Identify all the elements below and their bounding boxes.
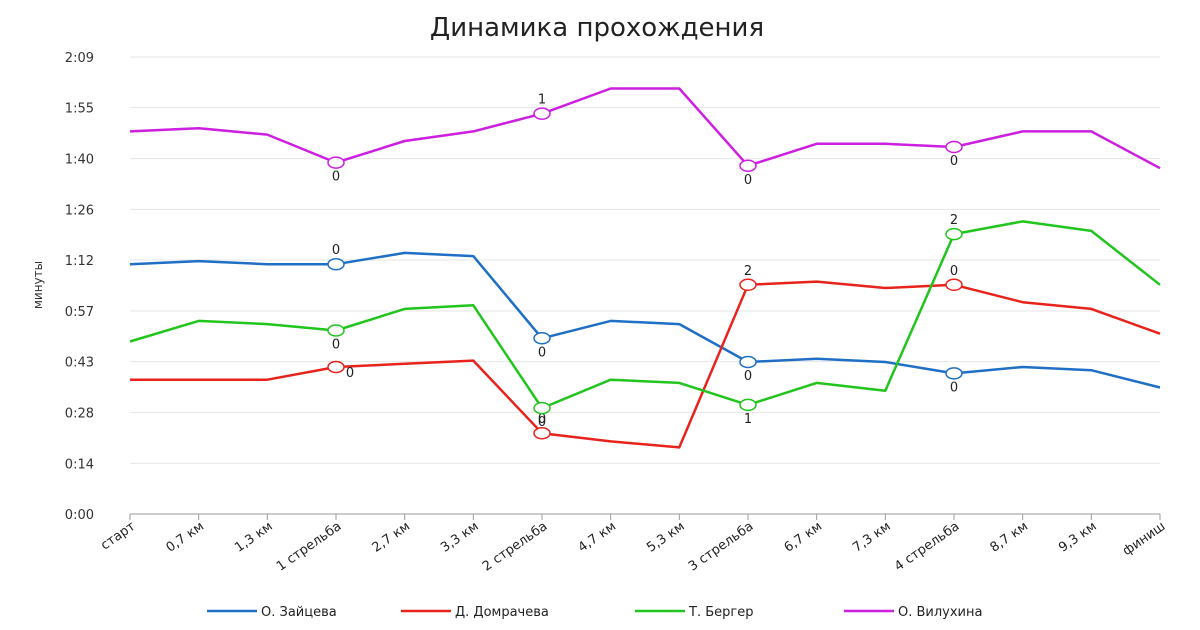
legend-label: О. Зайцева bbox=[261, 605, 337, 620]
legend-label: О. Вилухина bbox=[898, 605, 982, 620]
x-axis: старт 0,7 км 1,3 км1 стрельба 2,7 км 3,3 км2… bbox=[98, 514, 1168, 574]
x-tick-label: 2,7 км bbox=[370, 519, 413, 556]
data-point-marker bbox=[739, 398, 757, 412]
x-tick-label: 4 стрельба bbox=[892, 519, 962, 574]
data-label: 0 bbox=[744, 369, 752, 384]
x-tick-label: 5,3 км bbox=[644, 519, 687, 556]
legend-label: Т. Бергер bbox=[688, 605, 753, 620]
x-tick-label: 8,7 км bbox=[988, 519, 1031, 556]
data-point-marker bbox=[327, 156, 345, 169]
data-point-marker bbox=[533, 107, 551, 120]
data-point-marker bbox=[533, 426, 551, 440]
data-point-marker bbox=[739, 159, 757, 173]
x-tick-label: 9,3 км bbox=[1056, 519, 1099, 556]
chart-title: Динамика прохождения bbox=[430, 13, 764, 43]
data-label: 0 bbox=[538, 415, 546, 430]
x-tick-label: 3 стрельба bbox=[686, 519, 756, 574]
y-tick-label: 0:14 bbox=[65, 457, 94, 472]
x-tick-label: 6,7 км bbox=[782, 519, 825, 556]
y-tick-label: 1:40 bbox=[65, 153, 94, 168]
y-tick-label: 1:12 bbox=[65, 254, 94, 269]
y-tick-label: 0:43 bbox=[65, 356, 94, 371]
x-tick-label: старт bbox=[98, 519, 139, 554]
data-point-marker bbox=[327, 360, 345, 374]
series-lines bbox=[129, 87, 1161, 449]
data-label: 0 bbox=[332, 170, 340, 185]
data-label: 2 bbox=[744, 264, 752, 279]
x-tick-label: 7,3 км bbox=[850, 519, 893, 556]
legend-label: Д. Домрачева bbox=[455, 605, 549, 620]
y-tick-label: 1:26 bbox=[65, 203, 94, 218]
y-tick-label: 0:00 bbox=[65, 508, 94, 523]
data-point-marker bbox=[533, 401, 551, 415]
series-line bbox=[129, 220, 1161, 410]
data-label: 0 bbox=[950, 264, 958, 279]
data-point-marker bbox=[945, 140, 963, 154]
data-point-marker bbox=[739, 355, 757, 369]
y-tick-label: 0:57 bbox=[65, 305, 94, 320]
y-tick-label: 0:28 bbox=[65, 406, 94, 421]
legend: О. Зайцева Д. Домрачева Т. Бергер О. Вилухи… bbox=[207, 605, 982, 620]
data-label: 0 bbox=[950, 380, 958, 395]
data-label: 2 bbox=[950, 213, 958, 228]
y-tick-label: 2:09 bbox=[65, 51, 94, 66]
x-tick-label: 4,7 км bbox=[576, 519, 619, 556]
data-label: 0 bbox=[538, 345, 546, 360]
x-tick-label: 2 стрельба bbox=[480, 519, 550, 574]
data-label: 0 bbox=[332, 337, 340, 352]
data-point-marker bbox=[945, 278, 963, 292]
x-tick-label: 1,3 км bbox=[232, 519, 275, 556]
y-tick-label: 1:55 bbox=[65, 102, 94, 117]
data-point-marker bbox=[533, 332, 551, 345]
x-tick-label: 3,3 км bbox=[438, 519, 481, 556]
series-line bbox=[129, 87, 1161, 170]
data-label: 0 bbox=[950, 154, 958, 169]
data-label: 0 bbox=[346, 366, 354, 381]
data-label: 0 bbox=[332, 243, 340, 258]
y-axis-label: минуты bbox=[31, 261, 45, 309]
data-point-marker bbox=[739, 278, 757, 292]
y-axis-ticks: 0:00 0:14 0:28 0:43 0:57 1:12 1:26 1:40 1:55 2:09 bbox=[65, 51, 94, 523]
data-point-marker bbox=[327, 257, 345, 271]
data-point-marker bbox=[945, 227, 963, 241]
data-label: 1 bbox=[538, 93, 546, 108]
data-label: 1 bbox=[744, 412, 752, 427]
x-tick-label: 1 стрельба bbox=[274, 519, 344, 574]
data-point-marker bbox=[945, 367, 963, 380]
series-line bbox=[130, 280, 1161, 449]
x-tick-label: финиш bbox=[1120, 519, 1168, 559]
x-tick-label: 0,7 км bbox=[164, 519, 207, 556]
gridlines bbox=[130, 56, 1160, 515]
series-line bbox=[129, 251, 1161, 389]
data-label: 0 bbox=[744, 173, 752, 188]
data-point-marker bbox=[327, 324, 345, 337]
data-label: 0 bbox=[538, 412, 546, 427]
